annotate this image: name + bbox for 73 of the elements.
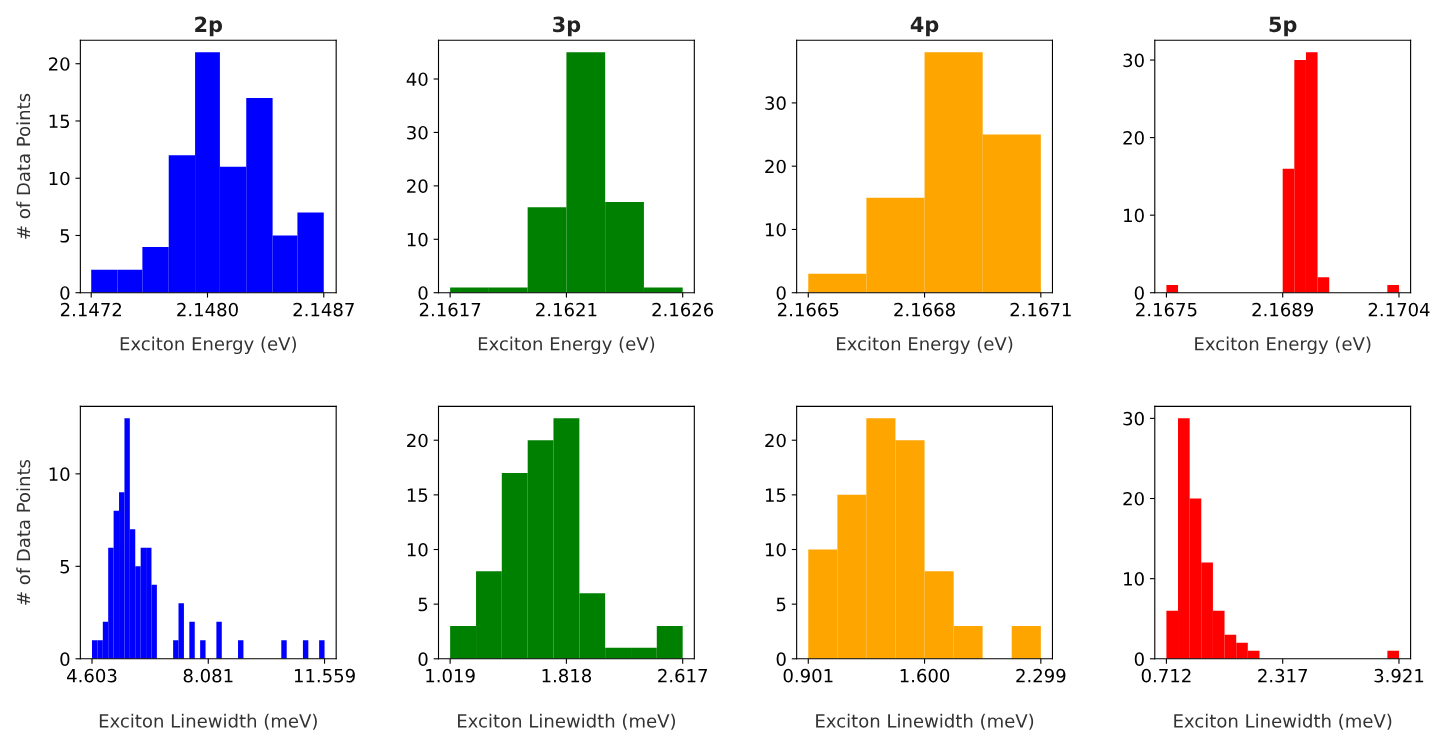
y-tick-label: 10 <box>49 467 70 481</box>
y-tick-label: 20 <box>1123 491 1144 506</box>
x-tick-label: 8.081 <box>183 668 233 683</box>
y-tick-label: 10 <box>1124 208 1144 223</box>
y-tick-label: 20 <box>1123 131 1144 145</box>
x-tick-label: 2.1671 <box>1010 302 1071 317</box>
y-tick-label: 0 <box>776 652 786 666</box>
y-tick-label: 30 <box>407 125 428 140</box>
x-axis-title: Exciton Linewidth (meV) <box>1174 713 1392 730</box>
x-tick-label: 2.1487 <box>293 302 354 317</box>
y-tick-label: 5 <box>60 560 70 574</box>
x-tick-label: 2.1617 <box>419 302 481 317</box>
x-tick-label: 2.317 <box>1258 668 1307 683</box>
x-tick-label: 2.1665 <box>778 302 839 317</box>
y-tick-label: 0 <box>776 286 786 300</box>
y-tick-label: 0 <box>60 286 70 300</box>
y-tick-label: 5 <box>776 597 786 612</box>
x-tick-label: 4.603 <box>67 668 117 683</box>
x-tick-label: 2.1675 <box>1136 302 1197 317</box>
y-tick-label: 0 <box>60 652 70 666</box>
y-tick-label: 10 <box>765 542 786 557</box>
y-tick-label: 20 <box>765 433 786 448</box>
y-axis-title: # of Data Points <box>16 93 31 239</box>
y-tick-label: 20 <box>765 159 786 174</box>
x-tick-label: 2.1704 <box>1368 302 1430 317</box>
x-tick-label: 11.559 <box>294 668 355 683</box>
x-axis-title: Exciton Linewidth (meV) <box>816 713 1034 730</box>
chart-title: 4p <box>910 16 939 37</box>
x-tick-label: 2.617 <box>658 668 707 683</box>
y-tick-label: 15 <box>49 114 70 129</box>
y-tick-label: 10 <box>49 171 70 186</box>
y-tick-label: 30 <box>765 96 786 111</box>
y-tick-label: 0 <box>418 286 428 300</box>
x-axis-title: Exciton Linewidth (meV) <box>99 713 317 730</box>
y-tick-label: 10 <box>407 542 428 557</box>
y-tick-label: 20 <box>48 57 70 71</box>
y-tick-label: 15 <box>407 488 428 502</box>
chart-title: 2p <box>195 16 223 37</box>
y-tick-label: 20 <box>407 179 428 193</box>
x-tick-label: 2.1472 <box>60 302 121 317</box>
x-tick-label: 2.299 <box>1016 668 1066 683</box>
x-tick-label: 1.818 <box>542 668 592 683</box>
y-tick-label: 5 <box>418 597 428 612</box>
x-tick-label: 1.600 <box>900 668 950 683</box>
y-tick-label: 10 <box>765 222 786 237</box>
x-axis-title: Exciton Energy (eV) <box>1195 336 1371 355</box>
chart-title: 3p <box>553 16 581 37</box>
y-tick-label: 0 <box>1134 286 1144 300</box>
y-tick-label: 30 <box>1123 53 1144 68</box>
y-tick-label: 10 <box>1124 572 1144 586</box>
x-axis-title: Exciton Energy (eV) <box>478 336 655 355</box>
x-tick-label: 1.019 <box>426 668 475 683</box>
y-tick-label: 0 <box>418 652 428 666</box>
y-tick-label: 40 <box>406 72 428 87</box>
y-tick-label: 30 <box>1123 411 1144 426</box>
x-tick-label: 0.712 <box>1141 668 1191 683</box>
chart-title: 5p <box>1269 16 1297 37</box>
x-tick-label: 2.1689 <box>1252 302 1314 317</box>
y-tick-label: 15 <box>765 488 786 502</box>
y-tick-label: 10 <box>407 232 428 247</box>
y-axis-title: # of Data Points <box>16 459 31 605</box>
x-tick-label: 0.901 <box>783 668 833 683</box>
x-axis-title: Exciton Energy (eV) <box>120 336 296 355</box>
x-tick-label: 2.1626 <box>652 302 714 317</box>
x-tick-label: 2.1480 <box>177 302 238 317</box>
y-tick-label: 0 <box>1134 652 1144 666</box>
x-tick-label: 3.921 <box>1374 668 1424 683</box>
x-tick-label: 2.1621 <box>536 302 597 317</box>
x-axis-title: Exciton Linewidth (meV) <box>458 713 676 730</box>
x-tick-label: 2.1668 <box>894 302 955 317</box>
x-axis-title: Exciton Energy (eV) <box>837 336 1013 355</box>
y-tick-label: 20 <box>407 433 428 448</box>
y-tick-label: 5 <box>60 229 70 243</box>
